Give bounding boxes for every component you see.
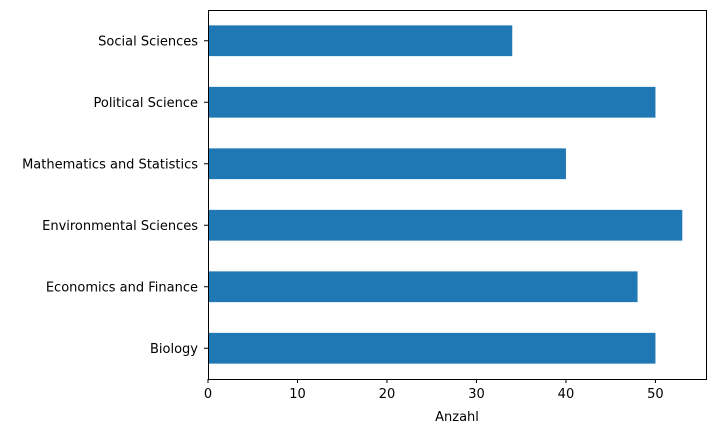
- bar-mathematics-and-statistics: [208, 148, 566, 180]
- bar-social-sciences: [208, 25, 513, 57]
- y-tick-label: Environmental Sciences: [42, 219, 198, 234]
- x-tick-label: 10: [289, 387, 306, 402]
- x-tick-label: 20: [379, 387, 396, 402]
- y-tick-label: Political Science: [93, 96, 198, 111]
- bar-environmental-sciences: [208, 209, 683, 241]
- plot-area-frame: [208, 10, 707, 380]
- x-tick-label: 0: [204, 387, 212, 402]
- bar-political-science: [208, 86, 656, 118]
- bars-group: [208, 25, 683, 364]
- y-tick-label: Economics and Finance: [46, 280, 198, 295]
- bar-biology: [208, 332, 656, 364]
- x-tick-label: 50: [647, 387, 664, 402]
- bar-economics-and-finance: [208, 271, 638, 303]
- y-axis-ticks: Biology Economics and Finance Environmenta…: [22, 34, 208, 357]
- x-tick-label: 40: [558, 387, 575, 402]
- x-tick-label: 30: [468, 387, 485, 402]
- y-tick-label: Biology: [150, 342, 198, 357]
- x-axis-label: Anzahl: [435, 410, 479, 425]
- x-axis-ticks: 0 10 20 30 40 50: [204, 379, 664, 402]
- y-tick-label: Social Sciences: [98, 34, 198, 49]
- y-tick-label: Mathematics and Statistics: [22, 157, 198, 172]
